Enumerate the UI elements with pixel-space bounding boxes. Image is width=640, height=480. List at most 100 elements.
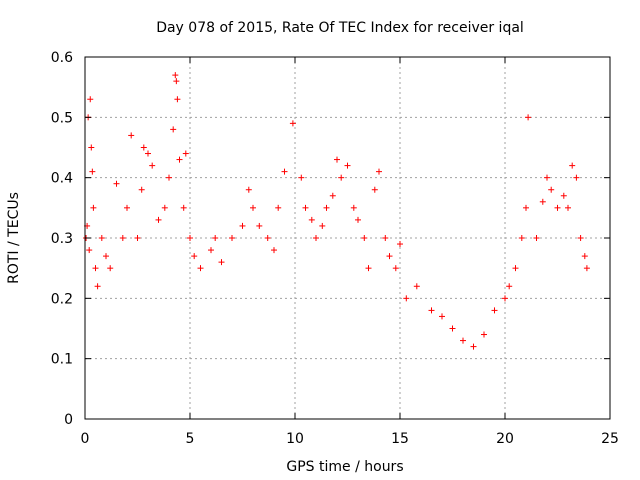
data-point	[124, 204, 130, 211]
data-point	[544, 174, 550, 181]
data-point	[344, 162, 351, 169]
data-point	[191, 253, 198, 260]
data-point	[350, 204, 357, 211]
y-tick-labels: 0 0.1 0.2 0.3 0.4 0.5 0.6	[51, 50, 73, 428]
data-point	[113, 180, 120, 187]
data-point	[565, 204, 571, 211]
data-point	[239, 222, 246, 229]
y-axis-label: ROTI / TECUs	[6, 192, 22, 284]
data-point	[172, 72, 179, 79]
data-point	[173, 78, 180, 85]
data-point	[470, 343, 477, 350]
data-point	[86, 247, 93, 254]
chart-title: Day 078 of 2015, Rate Of TEC Index for r…	[156, 20, 524, 36]
data-point	[397, 241, 403, 248]
data-point	[371, 186, 378, 193]
data-point	[413, 283, 420, 290]
y-tick-label: 0.6	[51, 50, 73, 66]
data-point	[506, 283, 513, 290]
data-point	[355, 216, 361, 223]
data-point	[361, 235, 368, 241]
data-point	[87, 96, 94, 103]
plot-frame	[84, 56, 611, 420]
data-point	[533, 235, 540, 241]
data-point	[174, 96, 181, 103]
data-point	[140, 144, 147, 151]
data-point	[145, 150, 151, 157]
data-point	[512, 265, 519, 272]
data-point	[302, 204, 309, 211]
data-point	[281, 168, 288, 175]
y-tick-label: 0.3	[51, 231, 73, 247]
data-point	[155, 216, 162, 223]
data-point	[119, 235, 126, 241]
data-point	[577, 235, 584, 241]
data-point	[182, 150, 189, 157]
data-point	[208, 247, 214, 254]
data-point	[161, 204, 168, 211]
data-point	[92, 265, 99, 272]
data-point	[481, 331, 487, 338]
data-point	[439, 313, 445, 320]
data-point	[264, 235, 271, 241]
data-point	[449, 325, 456, 332]
x-tick-label: 15	[391, 431, 409, 447]
data-point	[338, 174, 345, 181]
data-point	[256, 222, 263, 229]
x-tick-labels: 0 5 10 15 20 25	[81, 431, 619, 447]
data-point	[103, 253, 109, 260]
data-point	[218, 259, 225, 266]
data-point	[334, 156, 340, 163]
y-tick-label: 0.2	[51, 291, 73, 307]
data-point	[523, 204, 529, 211]
data-point	[89, 168, 96, 175]
data-point	[107, 265, 114, 272]
data-point	[187, 235, 193, 241]
data-point	[128, 132, 135, 139]
data-point	[460, 337, 466, 344]
y-tick-label: 0.4	[51, 171, 73, 187]
y-tick-label: 0.1	[51, 352, 73, 368]
data-point	[134, 235, 141, 241]
data-point	[403, 295, 410, 302]
data-point	[502, 295, 508, 302]
data-point	[525, 114, 532, 121]
data-point	[382, 235, 389, 241]
x-axis-label: GPS time / hours	[286, 459, 403, 475]
data-point	[90, 204, 97, 211]
x-tick-label: 25	[601, 431, 619, 447]
data-point	[98, 235, 105, 241]
data-point	[573, 174, 580, 181]
data-point	[149, 162, 156, 169]
data-point	[329, 192, 336, 199]
data-point	[170, 126, 177, 133]
data-point	[392, 265, 399, 272]
data-point	[491, 307, 498, 314]
data-point	[365, 265, 372, 272]
data-point	[386, 253, 393, 260]
data-point	[298, 174, 305, 181]
data-point	[554, 204, 561, 211]
x-tick-label: 20	[496, 431, 514, 447]
data-point	[94, 283, 101, 290]
data-point	[271, 247, 277, 254]
y-tick-label: 0	[64, 412, 73, 428]
data-point	[308, 216, 315, 223]
data-point	[180, 204, 187, 211]
data-point	[245, 186, 252, 193]
data-point	[518, 235, 525, 241]
data-point	[138, 186, 145, 193]
data-point	[581, 253, 588, 260]
data-point	[319, 222, 326, 229]
y-tick-label: 0.5	[51, 110, 73, 126]
x-tick-label: 10	[286, 431, 304, 447]
data-point	[428, 307, 435, 314]
x-tick-label: 0	[81, 431, 90, 447]
data-point	[212, 235, 219, 241]
data-point	[548, 186, 555, 193]
data-point	[197, 265, 204, 272]
data-point	[250, 204, 256, 211]
data-point	[323, 204, 330, 211]
